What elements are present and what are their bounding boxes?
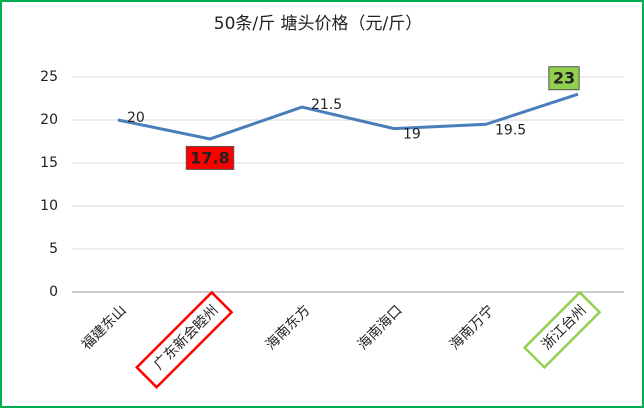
value-label: 21.5 [311,97,342,113]
y-tick-label: 0 [49,284,58,300]
line [117,92,579,141]
highlight-box [522,290,602,370]
y-tick-label: 20 [40,112,58,128]
value-label: 19.5 [495,122,526,138]
value-label: 20 [127,110,145,126]
value-label: 23 [553,69,575,88]
y-tick-label: 5 [49,241,58,257]
y-tick-label: 10 [40,198,58,214]
highlight-box [135,290,234,389]
y-tick-label: 25 [40,69,58,85]
value-label: 17.8 [190,148,229,167]
value-label: 19 [403,127,421,143]
value-label-box [548,66,580,91]
chart-title: 50条/斤 塘头价格（元/斤） [214,14,423,34]
y-tick-label: 15 [40,155,58,171]
value-label-box [185,145,235,170]
